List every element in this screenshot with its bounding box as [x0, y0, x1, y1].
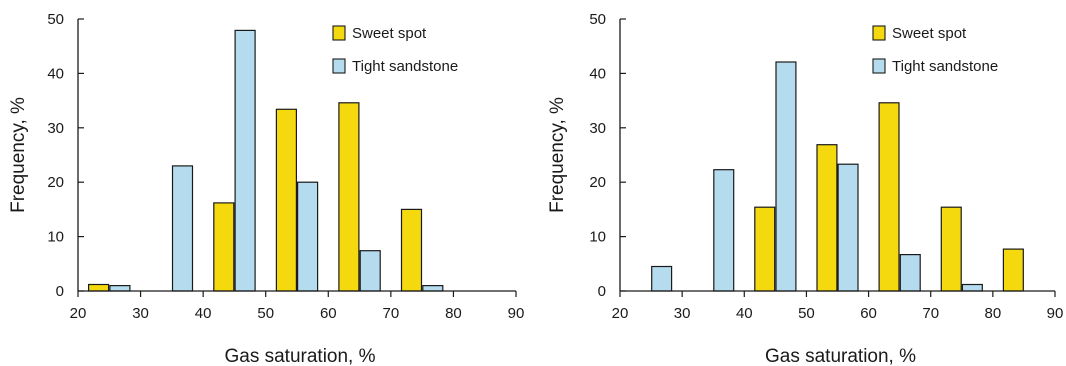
- tight-sandstone-bar: [961, 283, 983, 292]
- x-tick-label: 40: [195, 305, 212, 322]
- y-tick-label: 20: [589, 174, 606, 191]
- tight-sandstone-bar: [422, 285, 444, 292]
- y-tick-label: 20: [47, 174, 64, 191]
- tight-sandstone-bar: [297, 181, 319, 292]
- y-tick-label: 0: [598, 283, 606, 300]
- x-tick-label: 90: [1047, 305, 1064, 322]
- y-tick-label: 10: [47, 229, 64, 246]
- y-tick-label: 50: [589, 11, 606, 28]
- x-tick-label: 70: [922, 305, 939, 322]
- legend-label-tight-sandstone: Tight sandstone: [352, 58, 458, 75]
- legend-label-sweet-spot: Sweet spot: [892, 25, 967, 42]
- left-chart-panel: 20 30 40 50 60 70 80 90 0 10 20 30 40 50 Gas saturatio…: [8, 11, 524, 366]
- sweet-spot-bar: [275, 108, 297, 292]
- tight-sandstone-bar: [713, 169, 735, 292]
- sweet-spot-bar: [1002, 248, 1024, 292]
- tight-sandstone-bar: [775, 61, 797, 292]
- legend-label-tight-sandstone: Tight sandstone: [892, 58, 998, 75]
- x-tick-label: 50: [798, 305, 815, 322]
- x-axis-title: Gas saturation, %: [765, 346, 916, 366]
- x-tick-label: 30: [674, 305, 691, 322]
- sweet-spot-bar: [940, 206, 962, 292]
- sweet-spot-bar: [400, 208, 423, 292]
- legend-swatch-sweet-spot: [872, 25, 886, 41]
- legend-swatch-sweet-spot: [332, 25, 346, 41]
- tight-sandstone-bar: [651, 265, 673, 292]
- sweet-spot-bar: [816, 144, 838, 292]
- x-tick-label: 50: [257, 305, 274, 322]
- y-axis-title: Frequency, %: [547, 97, 568, 213]
- x-tick-label: 90: [508, 305, 525, 322]
- tight-sandstone-bar: [359, 250, 381, 292]
- legend-label-sweet-spot: Sweet spot: [352, 25, 427, 42]
- y-tick-label: 40: [589, 65, 606, 82]
- y-tick-label: 40: [47, 65, 64, 82]
- x-tick-label: 20: [612, 305, 629, 322]
- right-chart-panel: 20 30 40 50 60 70 80 90 0 10 20 30 40 50 Gas saturatio…: [547, 11, 1063, 366]
- x-tick-label: 80: [985, 305, 1002, 322]
- y-tick-label: 50: [47, 11, 64, 28]
- y-axis-title: Frequency, %: [8, 97, 29, 213]
- sweet-spot-bar: [878, 102, 900, 292]
- x-tick-label: 70: [383, 305, 400, 322]
- x-tick-label: 60: [860, 305, 877, 322]
- legend-swatch-tight-sandstone: [872, 58, 886, 74]
- sweet-spot-bar: [754, 206, 776, 292]
- sweet-spot-bar: [87, 283, 110, 292]
- x-tick-label: 20: [70, 305, 87, 322]
- x-axis-title: Gas saturation, %: [224, 346, 375, 366]
- y-tick-label: 10: [589, 229, 606, 246]
- y-tick-label: 30: [47, 120, 64, 137]
- tight-sandstone-bar: [837, 163, 859, 292]
- tight-sandstone-bar: [234, 29, 256, 292]
- x-tick-label: 40: [736, 305, 753, 322]
- tight-sandstone-bar: [109, 285, 131, 292]
- tight-sandstone-bar: [899, 254, 921, 292]
- x-tick-label: 30: [132, 305, 149, 322]
- y-tick-label: 0: [56, 283, 64, 300]
- tight-sandstone-bar: [171, 165, 194, 292]
- x-tick-label: 80: [445, 305, 462, 322]
- y-tick-label: 30: [589, 120, 606, 137]
- sweet-spot-bar: [213, 202, 235, 292]
- x-tick-label: 60: [320, 305, 337, 322]
- legend-swatch-tight-sandstone: [332, 58, 346, 74]
- sweet-spot-bar: [338, 102, 360, 292]
